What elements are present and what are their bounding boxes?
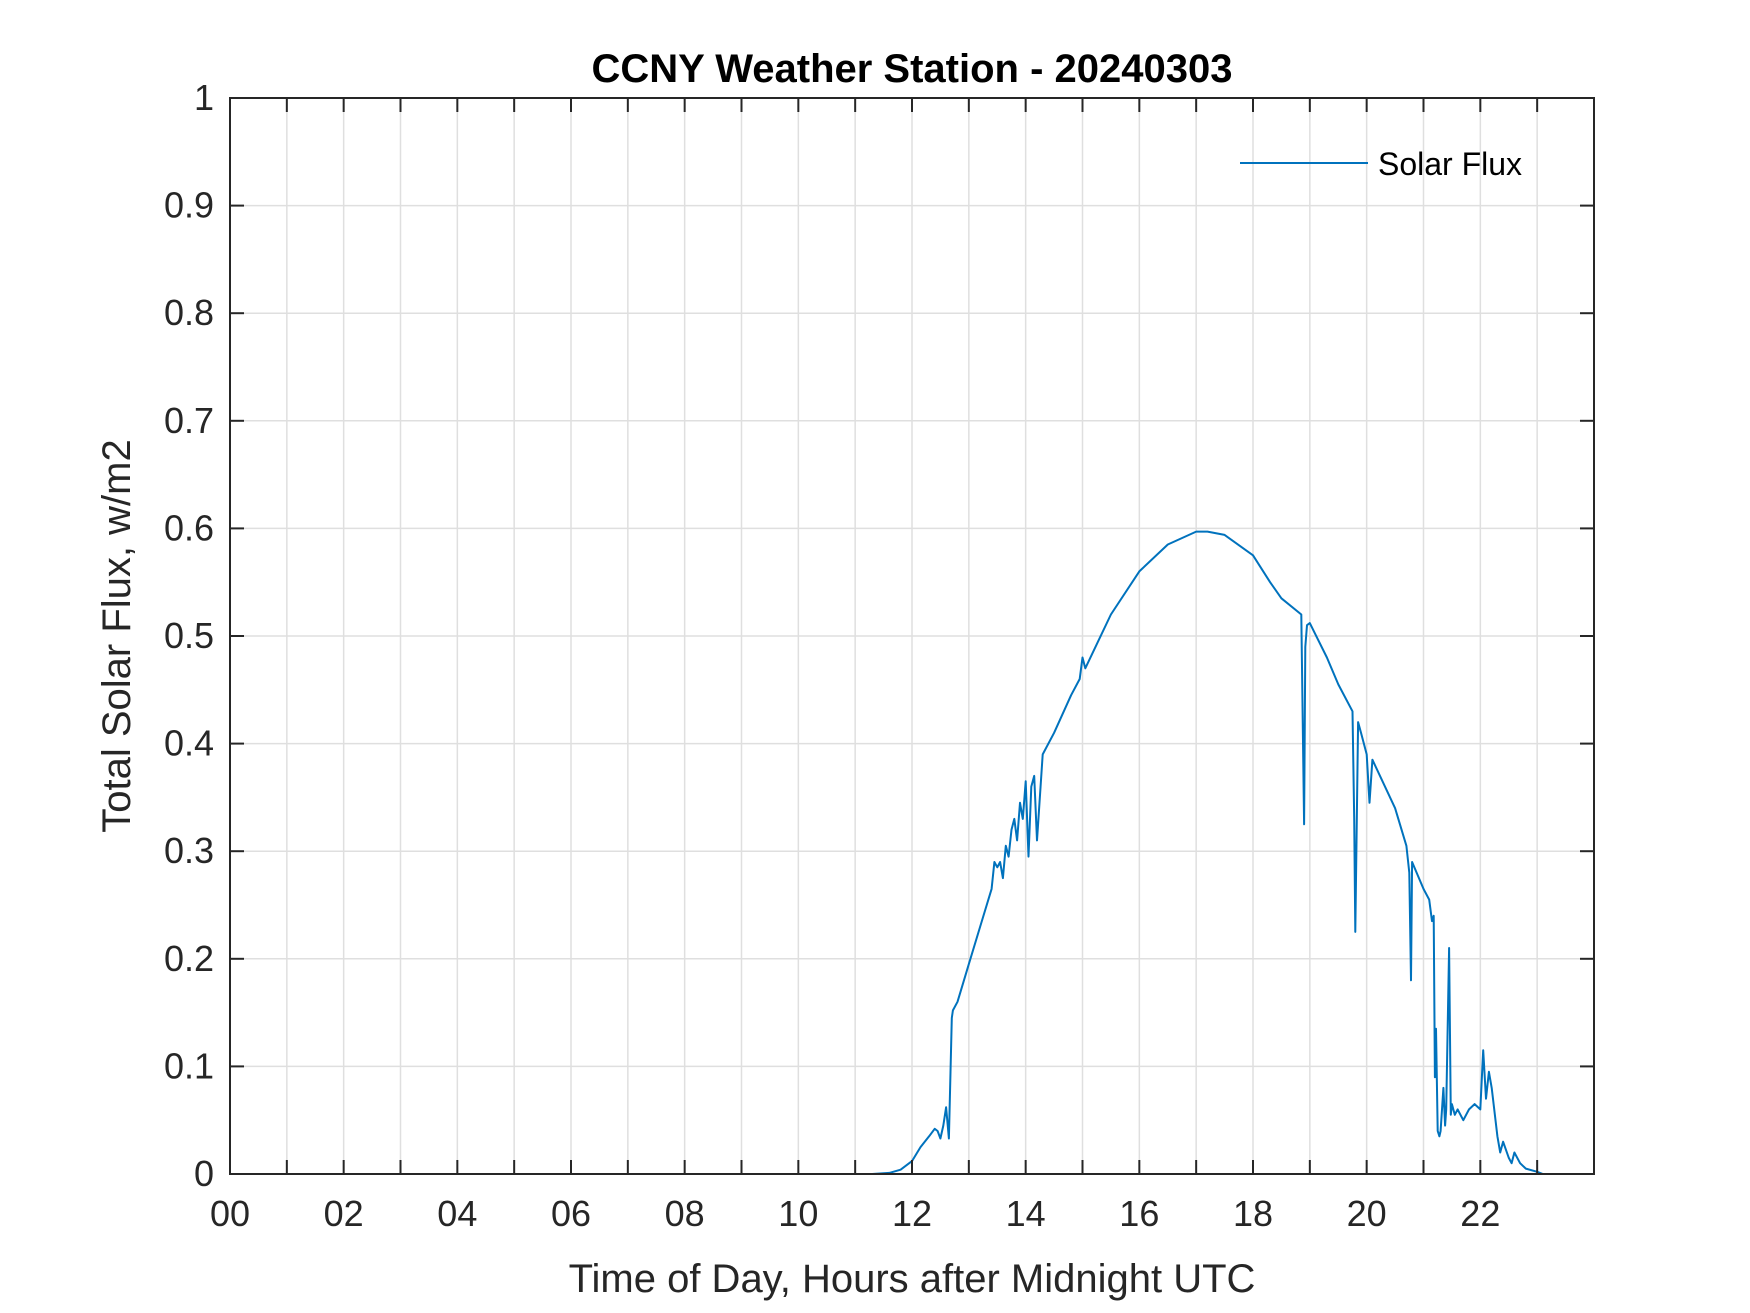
y-tick-label: 0.8	[164, 292, 214, 333]
x-tick-label: 12	[892, 1193, 932, 1234]
legend-label-solar-flux: Solar Flux	[1378, 146, 1522, 182]
x-tick-label: 22	[1460, 1193, 1500, 1234]
x-tick-label: 10	[778, 1193, 818, 1234]
x-tick-label: 16	[1119, 1193, 1159, 1234]
y-tick-label: 0.3	[164, 830, 214, 871]
y-tick-label: 0	[194, 1153, 214, 1194]
x-tick-label: 08	[665, 1193, 705, 1234]
x-tick-label: 02	[324, 1193, 364, 1234]
x-tick-label: 14	[1006, 1193, 1046, 1234]
y-tick-label: 0.4	[164, 723, 214, 764]
y-tick-label: 1	[194, 77, 214, 118]
tick-marks	[229, 97, 1595, 1175]
y-tick-label: 0.1	[164, 1045, 214, 1086]
chart-title: CCNY Weather Station - 20240303	[592, 47, 1233, 91]
x-tick-label: 06	[551, 1193, 591, 1234]
y-tick-label: 0.7	[164, 400, 214, 441]
y-tick-label: 0.9	[164, 185, 214, 226]
x-tick-label: 00	[210, 1193, 250, 1234]
x-tick-label: 20	[1347, 1193, 1387, 1234]
series-line-solar-flux	[230, 530, 1594, 1175]
series-layer	[230, 530, 1594, 1175]
grid-lines	[230, 98, 1594, 1174]
legend: Solar Flux	[1240, 146, 1522, 182]
x-tick-label: 18	[1233, 1193, 1273, 1234]
y-tick-labels: 0 0.1 0.2 0.3 0.4 0.5 0.6 0.7 0.8 0.9 1	[164, 77, 214, 1194]
x-tick-label: 04	[437, 1193, 477, 1234]
y-tick-label: 0.5	[164, 615, 214, 656]
y-tick-label: 0.6	[164, 507, 214, 548]
x-tick-labels: 00 02 04 06 08 10 12 14 16 18 20 22	[210, 1193, 1500, 1234]
y-axis-label: Total Solar Flux, w/m2	[95, 439, 139, 832]
y-tick-label: 0.2	[164, 938, 214, 979]
x-axis-label: Time of Day, Hours after Midnight UTC	[569, 1257, 1256, 1301]
